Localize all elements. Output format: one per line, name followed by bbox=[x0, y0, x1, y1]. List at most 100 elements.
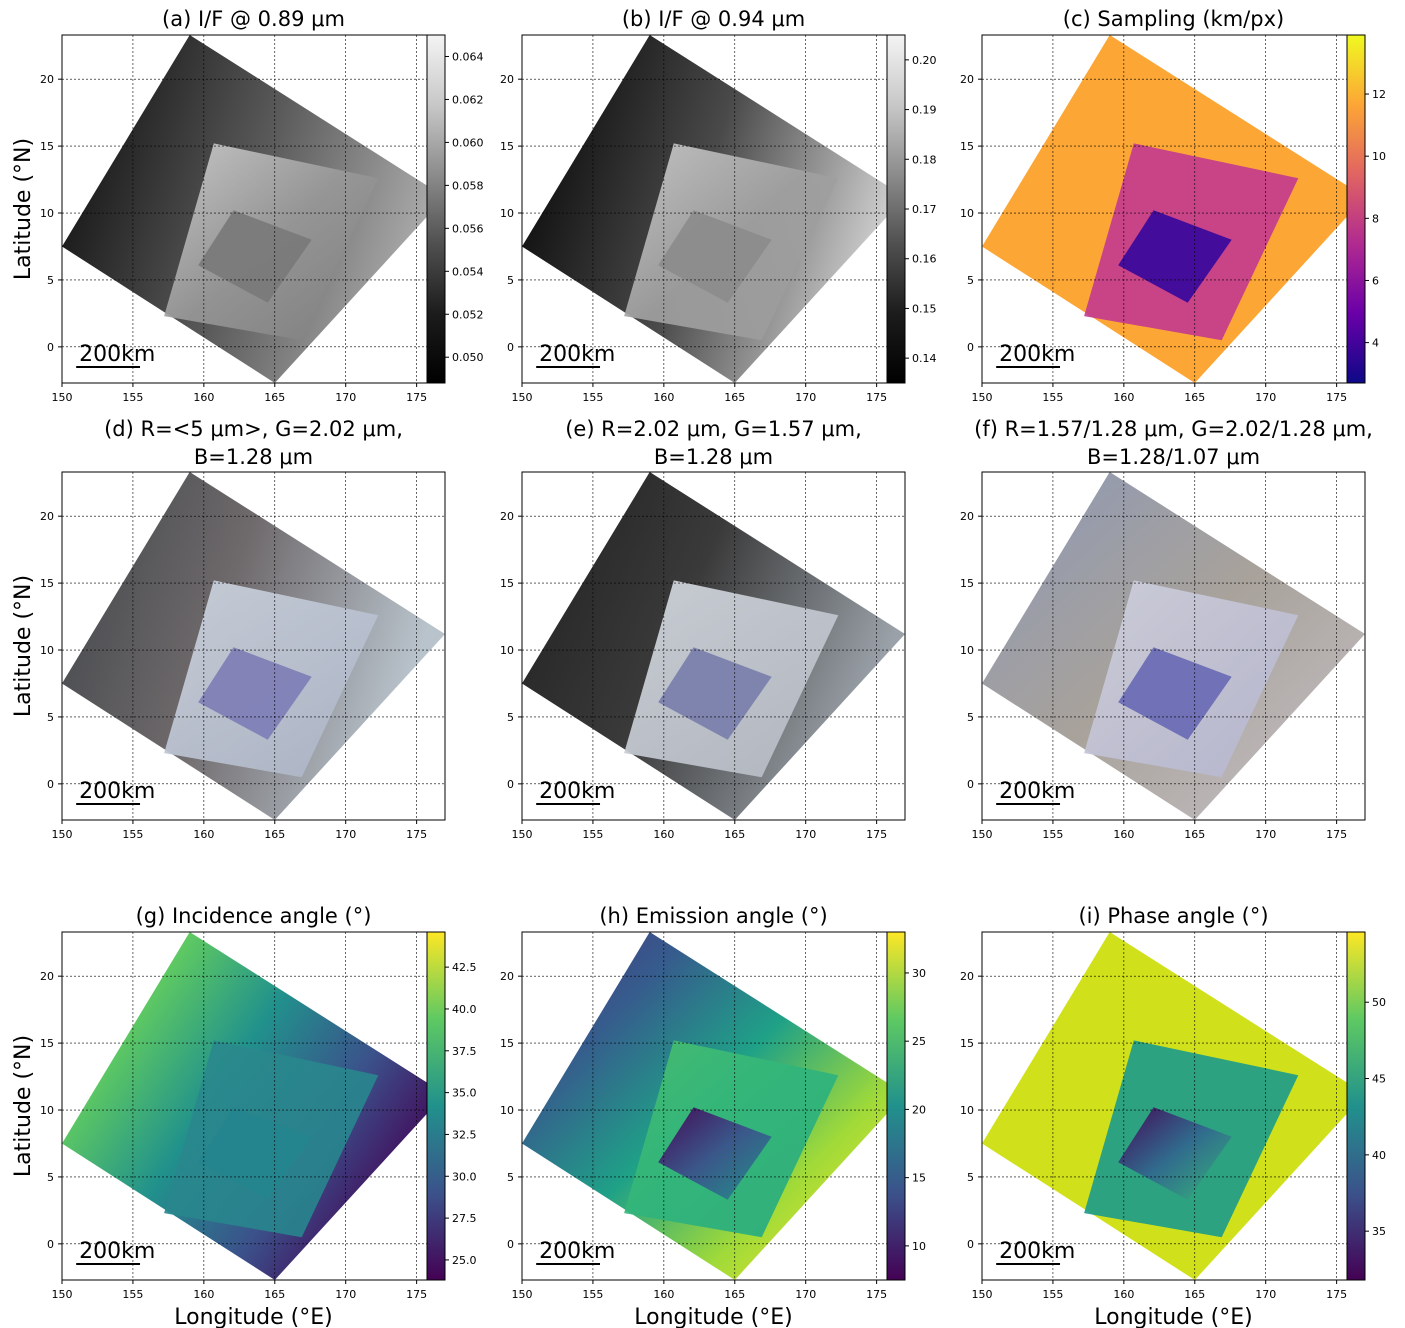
swath-small bbox=[198, 1107, 312, 1200]
colorbar-tick-label: 30 bbox=[912, 967, 926, 980]
panel-title: (c) Sampling (km/px) bbox=[1063, 7, 1284, 31]
y-tick-label: 5 bbox=[507, 711, 514, 724]
y-axis-label: Latitude (°N) bbox=[11, 138, 36, 280]
colorbar-tick-label: 0.052 bbox=[452, 308, 484, 321]
colorbar-tick-label: 37.5 bbox=[452, 1045, 477, 1058]
y-tick-label: 15 bbox=[40, 1037, 54, 1050]
x-tick-label: 155 bbox=[1042, 391, 1063, 404]
colorbar-tick-label: 15 bbox=[912, 1172, 926, 1185]
x-tick-label: 150 bbox=[52, 828, 73, 841]
x-tick-label: 175 bbox=[866, 391, 887, 404]
colorbar-tick-label: 0.19 bbox=[912, 104, 937, 117]
panel-title: B=1.28/1.07 μm bbox=[1087, 445, 1260, 469]
x-tick-label: 160 bbox=[193, 1288, 214, 1301]
grid bbox=[521, 932, 905, 1280]
swath-small bbox=[658, 210, 772, 303]
x-tick-label: 165 bbox=[1184, 1288, 1205, 1301]
x-tick-label: 175 bbox=[406, 1288, 427, 1301]
swath-small bbox=[1118, 210, 1232, 303]
swath-small bbox=[658, 1107, 772, 1200]
y-tick-label: 10 bbox=[500, 1104, 514, 1117]
y-tick-label: 20 bbox=[500, 970, 514, 983]
panel-title: B=1.28 μm bbox=[194, 445, 313, 469]
y-tick-label: 15 bbox=[960, 1037, 974, 1050]
axes-frame bbox=[521, 471, 906, 821]
colorbar-tick-label: 6 bbox=[1372, 274, 1379, 287]
x-tick-label: 175 bbox=[406, 828, 427, 841]
y-tick-label: 0 bbox=[507, 1238, 514, 1251]
colorbar-gradient bbox=[886, 931, 906, 1281]
y-tick-label: 5 bbox=[967, 711, 974, 724]
x-tick-label: 170 bbox=[795, 1288, 816, 1301]
y-tick-label: 5 bbox=[507, 1171, 514, 1184]
y-axis-label: Latitude (°N) bbox=[11, 575, 36, 717]
x-tick-label: 170 bbox=[795, 828, 816, 841]
colorbar: 4 6 8 10 12 bbox=[1346, 34, 1386, 384]
colorbar-tick-label: 20 bbox=[912, 1103, 926, 1116]
colorbar-gradient bbox=[426, 931, 446, 1281]
y-tick-label: 10 bbox=[960, 644, 974, 657]
x-tick-label: 175 bbox=[1326, 1288, 1347, 1301]
y-tick-label: 0 bbox=[967, 778, 974, 791]
scale-bar-label: 200km bbox=[999, 342, 1075, 367]
x-tick-label: 150 bbox=[972, 828, 993, 841]
x-tick-label: 160 bbox=[653, 1288, 674, 1301]
swath-small bbox=[1118, 1107, 1232, 1200]
panel-title: (d) R=<5 μm>, G=2.02 μm, bbox=[104, 417, 403, 441]
y-tick-label: 20 bbox=[960, 970, 974, 983]
x-tick-label: 170 bbox=[335, 1288, 356, 1301]
x-tick-label: 160 bbox=[1113, 391, 1134, 404]
colorbar: 0.14 0.15 0.16 0.17 0.18 0.19 0.20 bbox=[886, 34, 937, 384]
axes-frame bbox=[61, 471, 446, 821]
x-tick-label: 175 bbox=[1326, 391, 1347, 404]
colorbar-gradient bbox=[1346, 931, 1366, 1281]
panel-title: B=1.28 μm bbox=[654, 445, 773, 469]
x-axis-label: Longitude (°E) bbox=[634, 1305, 792, 1328]
x-tick-label: 160 bbox=[193, 391, 214, 404]
x-tick-label: 150 bbox=[52, 1288, 73, 1301]
x-tick-label: 170 bbox=[335, 828, 356, 841]
colorbar-tick-label: 0.16 bbox=[912, 253, 937, 266]
y-tick-label: 5 bbox=[47, 711, 54, 724]
panel-title: (a) I/F @ 0.89 μm bbox=[162, 7, 345, 31]
x-tick-label: 160 bbox=[1113, 828, 1134, 841]
colorbar-tick-label: 0.062 bbox=[452, 93, 484, 106]
colorbar-gradient bbox=[426, 34, 446, 384]
colorbar-tick-label: 35.0 bbox=[452, 1087, 477, 1100]
y-tick-label: 20 bbox=[500, 73, 514, 86]
x-tick-label: 165 bbox=[724, 828, 745, 841]
colorbar-tick-label: 0.056 bbox=[452, 222, 484, 235]
colorbar-tick-label: 32.5 bbox=[452, 1128, 477, 1141]
colorbar-tick-label: 50 bbox=[1372, 996, 1386, 1009]
colorbar-tick-label: 0.060 bbox=[452, 136, 484, 149]
x-axis-label: Longitude (°E) bbox=[174, 1305, 332, 1328]
x-tick-label: 155 bbox=[582, 391, 603, 404]
colorbar-tick-label: 40 bbox=[1372, 1149, 1386, 1162]
x-tick-label: 160 bbox=[653, 391, 674, 404]
y-tick-label: 5 bbox=[47, 1171, 54, 1184]
swath-small bbox=[1118, 647, 1232, 740]
colorbar-tick-label: 12 bbox=[1372, 88, 1386, 101]
colorbar-tick-label: 40.0 bbox=[452, 1003, 477, 1016]
colorbar-tick-label: 45 bbox=[1372, 1073, 1386, 1086]
x-tick-label: 160 bbox=[653, 828, 674, 841]
x-axis-label: Longitude (°E) bbox=[1094, 1305, 1252, 1328]
y-axis-label: Latitude (°N) bbox=[11, 1035, 36, 1177]
colorbar-tick-label: 0.14 bbox=[912, 352, 937, 365]
colorbar-tick-label: 10 bbox=[912, 1240, 926, 1253]
x-tick-label: 165 bbox=[1184, 391, 1205, 404]
scale-bar-label: 200km bbox=[539, 342, 615, 367]
y-tick-label: 20 bbox=[40, 510, 54, 523]
x-tick-label: 175 bbox=[1326, 828, 1347, 841]
x-tick-label: 155 bbox=[1042, 1288, 1063, 1301]
colorbar-tick-label: 10 bbox=[1372, 150, 1386, 163]
colorbar-tick-label: 8 bbox=[1372, 212, 1379, 225]
y-tick-label: 10 bbox=[500, 644, 514, 657]
y-tick-label: 5 bbox=[967, 1171, 974, 1184]
x-tick-label: 165 bbox=[264, 1288, 285, 1301]
panel-title: (g) Incidence angle (°) bbox=[136, 904, 372, 928]
swath-small bbox=[198, 647, 312, 740]
x-tick-label: 155 bbox=[582, 828, 603, 841]
colorbar-tick-label: 0.15 bbox=[912, 302, 937, 315]
